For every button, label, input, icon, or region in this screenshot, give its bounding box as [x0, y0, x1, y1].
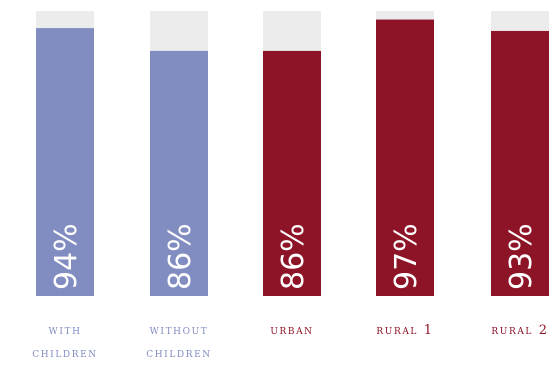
- category-label: rural 2: [491, 323, 548, 338]
- bar: [36, 28, 94, 296]
- bar-group: 93% rural 2: [491, 11, 549, 338]
- bar-group: 86% urban: [263, 11, 321, 338]
- bar-value-label: 86%: [276, 223, 311, 290]
- category-label: urban: [270, 323, 313, 338]
- bar: [263, 50, 321, 297]
- bar: [150, 50, 208, 297]
- bar-value-label: 94%: [49, 223, 84, 290]
- category-label: rural 1: [376, 323, 433, 338]
- category-label: children: [146, 346, 212, 361]
- bar-group: 94% with children: [32, 11, 98, 361]
- bar: [491, 30, 549, 296]
- bar-group: 97% rural 1: [376, 11, 434, 338]
- bar-group: 86% without children: [146, 11, 212, 361]
- category-label: with: [48, 323, 81, 338]
- bar-value-label: 93%: [504, 223, 539, 290]
- category-label: without: [150, 323, 209, 338]
- bar-value-label: 86%: [163, 223, 198, 290]
- category-label: children: [32, 346, 98, 361]
- bar: [376, 19, 434, 297]
- bar-value-label: 97%: [389, 223, 424, 290]
